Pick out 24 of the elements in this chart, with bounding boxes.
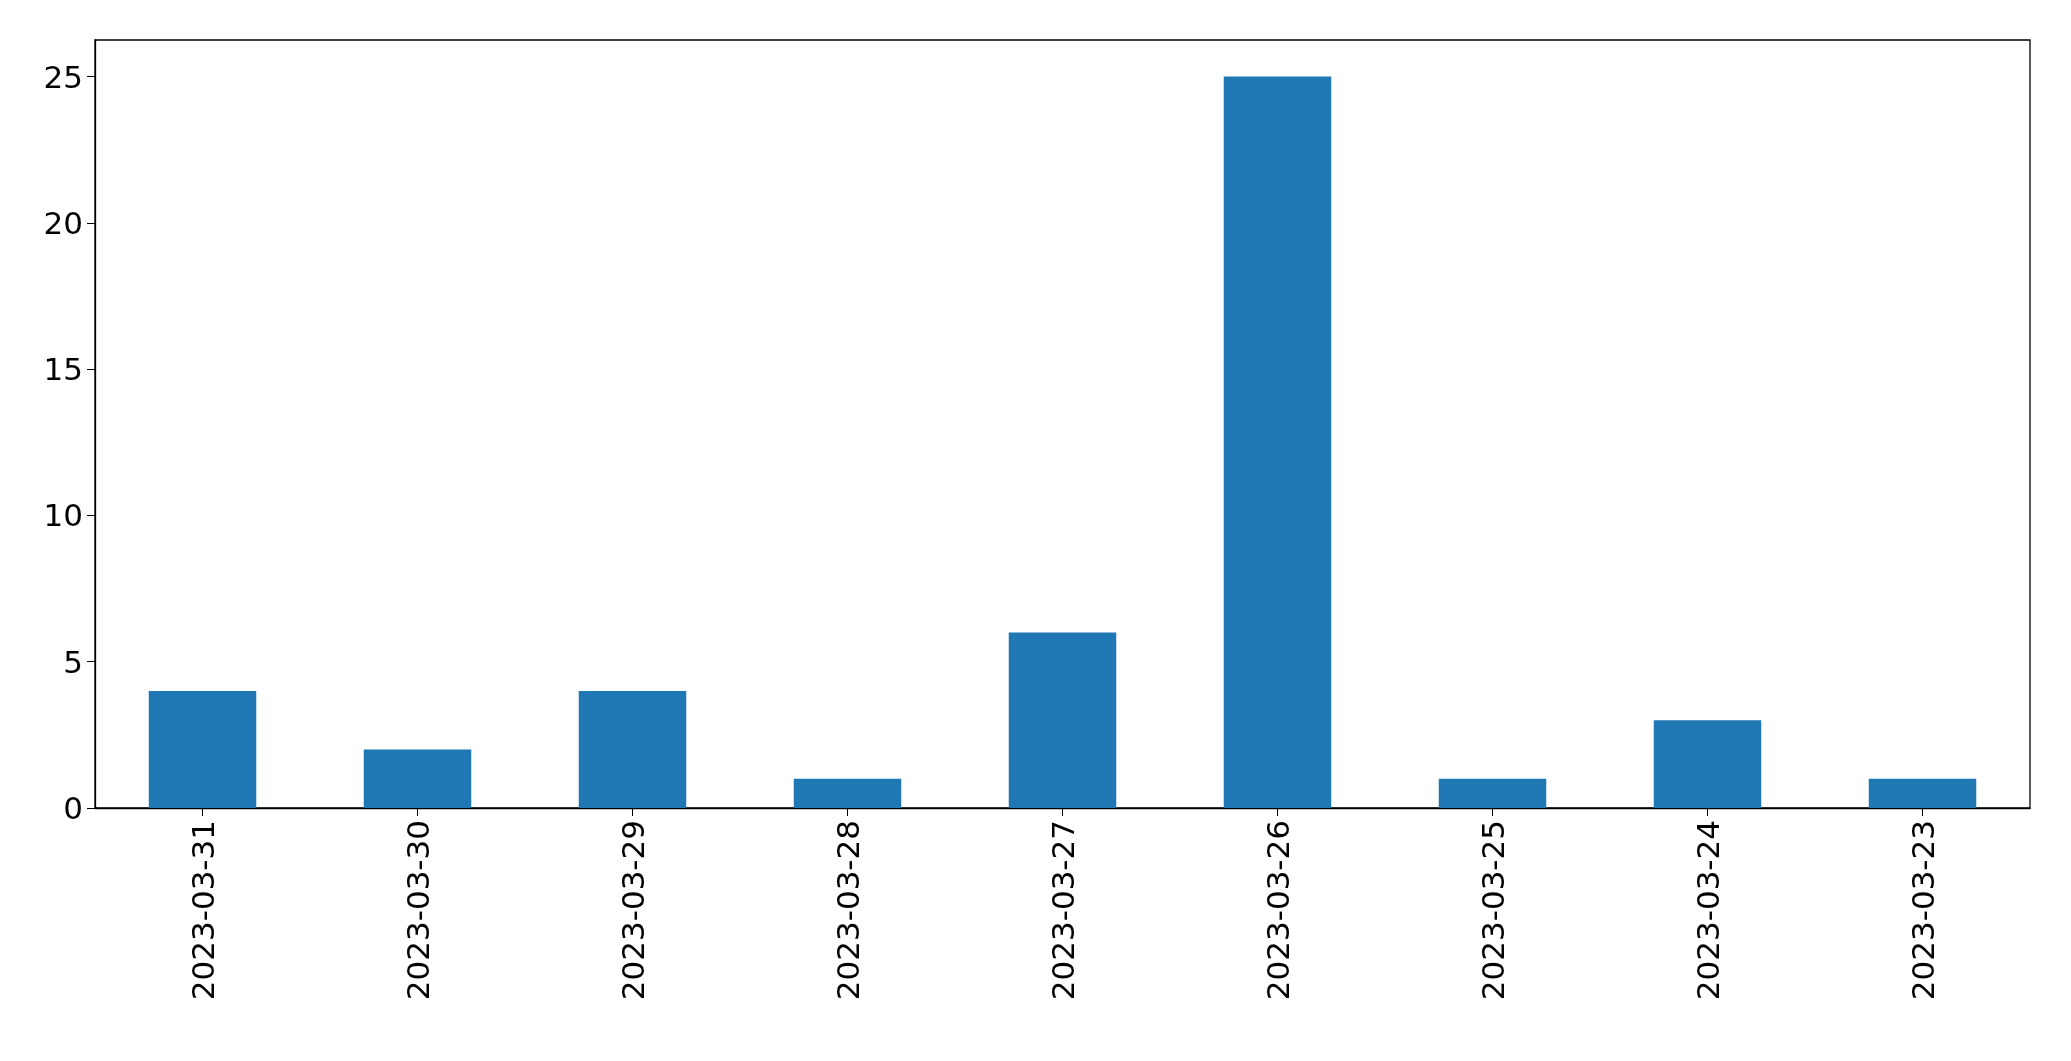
x-tick-label: 2023-03-23 [1904,820,1941,1001]
y-tick-label: 25 [43,58,83,95]
bar [1008,632,1117,808]
x-tick-label: 2023-03-31 [184,820,221,1001]
x-tick-label: 2023-03-25 [1474,820,1511,1001]
x-tick-label: 2023-03-30 [399,820,436,1001]
y-tick-label: 10 [43,497,83,534]
bar [363,749,472,808]
bar [148,690,257,808]
bar [793,778,902,808]
y-tick-label: 5 [63,643,83,680]
bar [1223,76,1332,808]
x-tick-label: 2023-03-29 [614,820,651,1001]
bar [1438,778,1547,808]
bar [578,690,687,808]
x-tick-label: 2023-03-26 [1259,820,1296,1001]
x-tick-label: 2023-03-27 [1044,820,1081,1001]
x-tick-label: 2023-03-28 [829,820,866,1001]
y-tick-label: 20 [43,204,83,241]
bar [1653,720,1762,808]
y-tick-label: 0 [63,790,83,826]
bar [1868,778,1977,808]
x-tick-label: 2023-03-24 [1689,820,1726,1001]
y-tick-label: 15 [43,351,83,388]
